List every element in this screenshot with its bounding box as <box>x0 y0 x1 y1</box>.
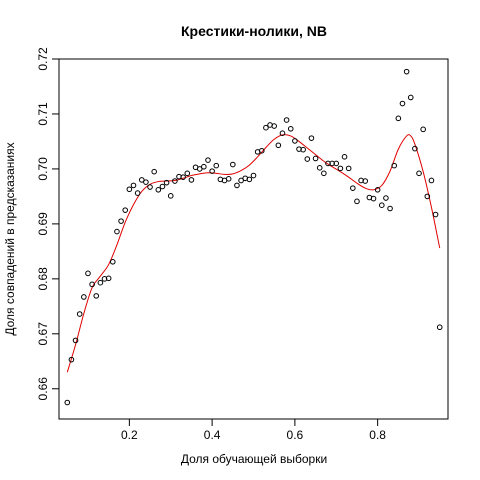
data-point <box>338 166 343 171</box>
y-tick-label: 0.66 <box>36 377 50 401</box>
data-point <box>115 229 120 234</box>
data-point <box>214 163 219 168</box>
data-points <box>65 69 442 404</box>
data-point <box>206 158 211 163</box>
y-tick-label: 0.71 <box>36 102 50 126</box>
data-point <box>379 203 384 208</box>
y-axis: 0.66 0.67 0.68 0.69 0.70 0.71 0.72 <box>36 47 59 400</box>
x-axis-label: Доля обучающей выборки <box>181 452 327 466</box>
data-point <box>421 127 426 132</box>
data-point <box>388 206 393 211</box>
data-point <box>396 116 401 121</box>
data-point <box>148 185 153 190</box>
data-point <box>429 178 434 183</box>
x-tick-label: 0.4 <box>204 428 221 442</box>
data-point <box>417 171 422 176</box>
data-point <box>65 400 70 405</box>
data-point <box>82 295 87 300</box>
data-point <box>384 196 389 201</box>
data-point <box>202 164 207 169</box>
plot-frame <box>59 59 448 419</box>
data-point <box>135 191 140 196</box>
data-point <box>226 177 231 182</box>
x-axis: 0.2 0.4 0.6 0.8 <box>121 419 386 442</box>
data-point <box>437 325 442 330</box>
x-tick-label: 0.8 <box>369 428 386 442</box>
data-point <box>433 212 438 217</box>
data-point <box>408 95 413 100</box>
data-point <box>251 173 256 178</box>
data-point <box>86 271 91 276</box>
data-point <box>123 208 128 213</box>
data-point <box>351 186 356 191</box>
data-point <box>276 143 281 148</box>
data-point <box>119 219 124 224</box>
y-tick-label: 0.68 <box>36 267 50 291</box>
data-point <box>313 156 318 161</box>
x-tick-label: 0.2 <box>121 428 138 442</box>
data-point <box>131 183 136 188</box>
data-point <box>309 136 314 141</box>
data-point <box>185 171 190 176</box>
data-point <box>156 188 161 193</box>
data-point <box>322 171 327 176</box>
data-point <box>231 162 236 167</box>
data-point <box>98 280 103 285</box>
data-point <box>189 178 194 183</box>
chart-title: Крестики-нолики, NB <box>181 23 327 39</box>
data-point <box>305 157 310 162</box>
y-axis-label: Доля совпадений в предсказаниях <box>3 142 17 335</box>
y-tick-label: 0.67 <box>36 322 50 346</box>
data-point <box>77 312 82 317</box>
data-point <box>355 199 360 204</box>
data-point <box>144 180 149 185</box>
data-point <box>400 101 405 106</box>
data-point <box>284 118 289 123</box>
y-tick-label: 0.70 <box>36 157 50 181</box>
data-point <box>94 294 99 299</box>
data-point <box>152 169 157 174</box>
data-point <box>127 187 132 192</box>
data-point <box>317 166 322 171</box>
x-tick-label: 0.6 <box>287 428 304 442</box>
data-point <box>160 184 165 189</box>
data-point <box>110 260 115 265</box>
data-point <box>346 166 351 171</box>
data-point <box>288 127 293 132</box>
data-point <box>404 69 409 74</box>
data-point <box>168 194 173 199</box>
data-point <box>235 183 240 188</box>
y-tick-label: 0.69 <box>36 212 50 236</box>
y-tick-label: 0.72 <box>36 47 50 71</box>
data-point <box>342 155 347 160</box>
data-point <box>293 139 298 144</box>
smoothed-fit-line <box>67 135 439 373</box>
